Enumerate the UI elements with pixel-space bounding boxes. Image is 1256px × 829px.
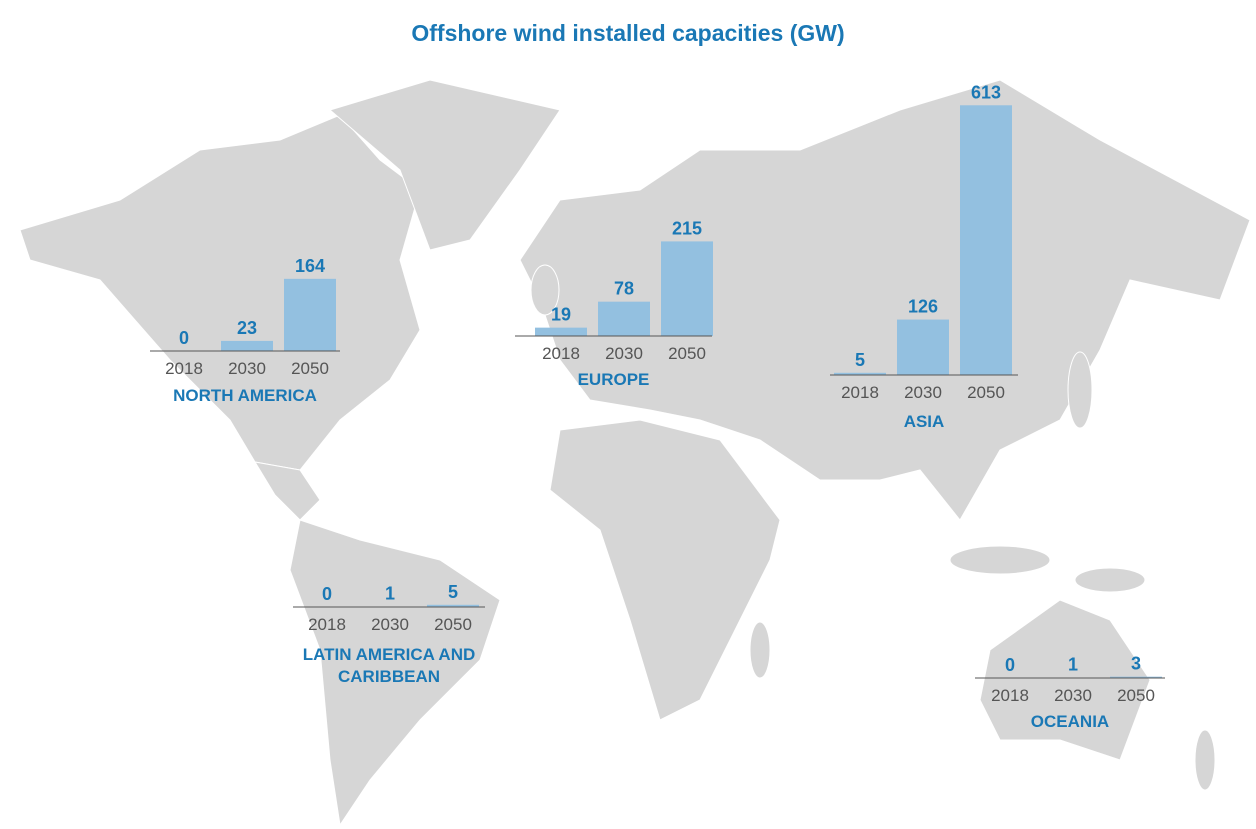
year-label: 2018 <box>841 383 879 402</box>
south-america <box>289 519 501 827</box>
region-label: LATIN AMERICA AND CARIBBEAN <box>302 645 476 686</box>
bar <box>897 319 949 375</box>
madagascar <box>749 621 771 679</box>
year-label: 2018 <box>542 344 580 363</box>
year-label: 2030 <box>228 359 266 378</box>
value-label: 1 <box>385 584 395 604</box>
uk <box>530 264 560 316</box>
indonesia <box>949 545 1051 575</box>
year-label: 2018 <box>991 686 1029 705</box>
value-label: 1 <box>1068 655 1078 675</box>
north-america <box>19 114 421 471</box>
bar <box>535 327 587 336</box>
year-label: 2030 <box>1054 686 1092 705</box>
bar <box>427 604 479 607</box>
bar <box>1110 676 1162 678</box>
bar <box>598 301 650 336</box>
value-label: 0 <box>1005 655 1015 675</box>
value-label: 3 <box>1131 654 1141 674</box>
year-label: 2050 <box>434 615 472 634</box>
value-label: 0 <box>179 328 189 348</box>
bar <box>661 241 713 336</box>
year-label: 2030 <box>605 344 643 363</box>
world-map <box>19 79 1251 827</box>
value-label: 78 <box>614 279 634 299</box>
japan <box>1067 351 1093 429</box>
bar <box>284 278 336 351</box>
year-label: 2018 <box>165 359 203 378</box>
value-label: 5 <box>855 350 865 370</box>
region-label: EUROPE <box>577 370 650 389</box>
value-label: 5 <box>448 582 458 602</box>
region-label: NORTH AMERICA <box>173 386 317 405</box>
bar <box>960 105 1012 375</box>
australia <box>979 599 1151 761</box>
new-zealand <box>1194 729 1216 791</box>
africa <box>549 419 781 721</box>
central-america <box>253 461 321 521</box>
chart-title: Offshore wind installed capacities (GW) <box>411 20 845 46</box>
value-label: 23 <box>237 318 257 338</box>
value-label: 0 <box>322 584 332 604</box>
new-guinea <box>1074 567 1146 593</box>
year-label: 2030 <box>904 383 942 402</box>
value-label: 613 <box>971 82 1001 102</box>
value-label: 215 <box>672 218 702 238</box>
year-label: 2050 <box>291 359 329 378</box>
year-label: 2030 <box>371 615 409 634</box>
value-label: 164 <box>295 256 325 276</box>
year-label: 2050 <box>668 344 706 363</box>
year-label: 2018 <box>308 615 346 634</box>
year-label: 2050 <box>1117 686 1155 705</box>
value-label: 19 <box>551 305 571 325</box>
region-label: OCEANIA <box>1030 712 1110 731</box>
region-label: ASIA <box>903 412 945 431</box>
bar <box>834 372 886 375</box>
bar <box>221 340 273 351</box>
greenland <box>328 79 561 251</box>
year-label: 2050 <box>967 383 1005 402</box>
value-label: 126 <box>908 297 938 317</box>
eurasia <box>519 79 1251 521</box>
